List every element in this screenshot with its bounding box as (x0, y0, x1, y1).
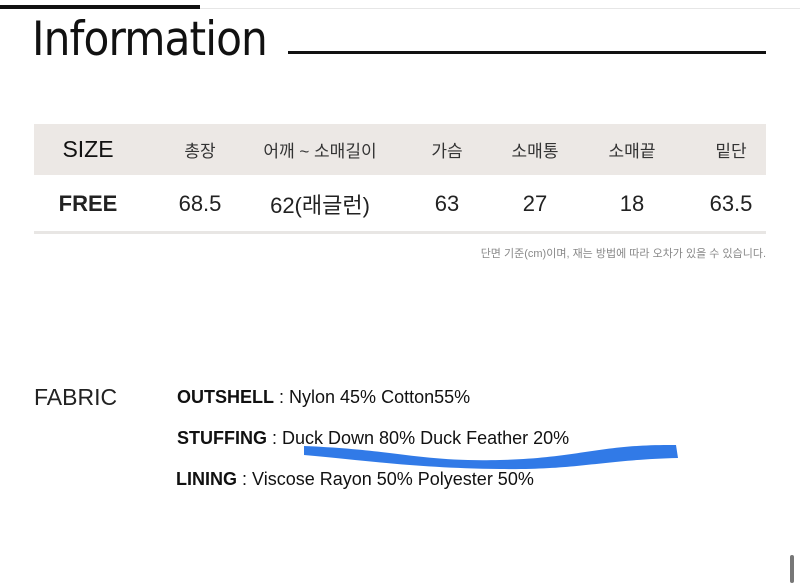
cell-cuff: 18 (619, 191, 645, 216)
cell-sleeve: 62(래글런) (270, 193, 370, 218)
header-hem: 밑단 (715, 142, 747, 161)
header-size: SIZE (62, 136, 114, 162)
top-accent-bar (0, 5, 200, 9)
fabric-name: STUFFING (177, 428, 267, 448)
fabric-name: LINING (176, 469, 237, 489)
measurement-note: 단면 기준(cm)이며, 재는 방법에 따라 오차가 있을 수 있습니다. (480, 248, 766, 260)
fabric-sep: : (274, 387, 290, 407)
fabric-outshell: OUTSHELL : Nylon 45% Cotton55% (177, 387, 470, 408)
cell-size: FREE (58, 191, 118, 216)
fabric-lining: LINING : Viscose Rayon 50% Polyester 50% (176, 469, 534, 490)
fabric-label: FABRIC (34, 384, 118, 410)
fabric-name: OUTSHELL (177, 387, 274, 407)
header-length: 총장 (184, 142, 216, 161)
header-cuff: 소매끝 (608, 142, 656, 161)
title-rule (288, 51, 766, 54)
cell-hem: 63.5 (709, 191, 753, 216)
size-table-header: SIZE 총장 어깨 ~ 소매길이 가슴 소매통 소매끝 밑단 (34, 124, 766, 175)
page-title: Information (32, 12, 268, 67)
cell-sleeve-width: 27 (522, 191, 548, 216)
fabric-value: Nylon 45% Cotton55% (289, 387, 471, 407)
scrollbar[interactable] (790, 555, 794, 583)
fabric-value: Viscose Rayon 50% Polyester 50% (252, 469, 534, 489)
fabric-value: Duck Down 80% Duck Feather 20% (282, 428, 570, 448)
fabric-sep: : (237, 469, 253, 489)
fabric-stuffing: STUFFING : Duck Down 80% Duck Feather 20… (177, 428, 569, 449)
fabric-sep: : (267, 428, 283, 448)
top-divider (200, 8, 800, 9)
cell-chest: 63 (434, 191, 460, 216)
table-bottom-rule (34, 231, 766, 234)
header-sleeve: 어깨 ~ 소매길이 (263, 142, 377, 161)
header-sleeve-width: 소매통 (511, 142, 559, 161)
header-chest: 가슴 (431, 142, 463, 161)
table-row: FREE 68.5 62(래글런) 63 27 18 63.5 (34, 178, 766, 230)
cell-length: 68.5 (178, 191, 222, 216)
